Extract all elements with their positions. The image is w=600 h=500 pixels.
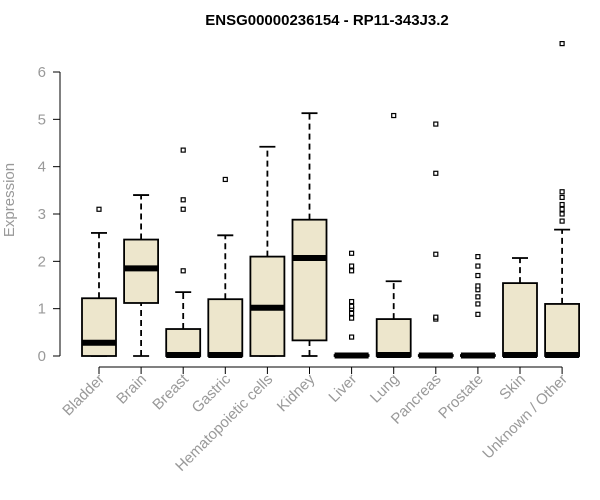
outlier-point <box>349 303 355 309</box>
outlier-point <box>475 311 481 317</box>
box-group <box>165 147 202 359</box>
outlier-point <box>559 211 565 217</box>
box-body <box>291 218 328 342</box>
outlier-point <box>433 251 439 257</box>
box-group <box>291 112 328 357</box>
outlier-point <box>559 218 565 224</box>
chart-title: ENSG00000236154 - RP11-343J3.2 <box>205 12 449 29</box>
outlier-point <box>475 294 481 300</box>
outlier-point <box>180 197 186 203</box>
x-tick-label: Skin <box>496 371 529 404</box>
outlier-point <box>349 298 355 305</box>
outlier-point <box>559 194 565 201</box>
box-group <box>375 112 412 359</box>
outlier-point <box>475 301 481 307</box>
outlier-point <box>96 206 102 212</box>
outlier-point <box>433 170 439 176</box>
outlier-point <box>391 112 397 119</box>
outlier-point <box>559 189 565 195</box>
outlier-point <box>475 272 481 279</box>
box-body <box>544 303 580 357</box>
y-tick-label: 2 <box>38 253 46 270</box>
outlier-point <box>180 147 186 153</box>
x-tick-label: Kidney <box>274 370 319 415</box>
outlier-point <box>559 201 565 208</box>
x-tick-label: Liver <box>325 371 360 406</box>
y-tick-label: 5 <box>38 111 46 128</box>
box-group <box>123 194 159 357</box>
outlier-point <box>349 315 355 321</box>
y-tick-label: 6 <box>38 64 46 81</box>
outlier-point <box>475 254 481 260</box>
box-group <box>417 121 454 359</box>
box-group <box>502 257 538 359</box>
y-tick-label: 4 <box>38 159 46 176</box>
box-body <box>81 297 117 357</box>
outlier-point <box>180 206 186 212</box>
x-tick-label: Bladder <box>59 371 108 420</box>
box-body <box>502 282 538 357</box>
outlier-point <box>475 263 481 269</box>
outlier-point <box>222 176 228 183</box>
x-tick-label: Breast <box>149 370 192 413</box>
box-group <box>333 250 370 359</box>
box-group <box>207 176 244 359</box>
outlier-point <box>475 283 481 289</box>
outlier-point <box>349 310 355 316</box>
outlier-point <box>433 121 439 127</box>
outlier-point <box>349 334 355 340</box>
outlier-point <box>559 40 565 47</box>
outlier-point <box>180 268 186 274</box>
box-group <box>249 145 286 357</box>
x-tick-label: Prostate <box>435 371 487 423</box>
outlier-point <box>349 250 355 256</box>
outlier-point <box>349 268 355 274</box>
box-group <box>459 254 496 359</box>
y-tick-label: 1 <box>38 301 46 318</box>
y-axis-label: Expression <box>1 163 18 237</box>
box-body <box>165 328 202 357</box>
box-body <box>207 298 244 357</box>
x-tick-label: Lung <box>367 371 403 407</box>
y-tick-label: 3 <box>38 206 46 223</box>
box-group <box>81 206 117 357</box>
y-axis: 0 1 2 3 4 5 6 <box>38 64 61 365</box>
y-tick-label: 0 <box>38 348 46 365</box>
outlier-point <box>433 314 439 320</box>
box-series <box>81 40 580 359</box>
box-group <box>544 40 580 359</box>
x-tick-label: Brain <box>113 371 150 408</box>
outlier-point <box>559 206 565 212</box>
outlier-point <box>349 263 355 269</box>
box-body <box>375 318 412 357</box>
